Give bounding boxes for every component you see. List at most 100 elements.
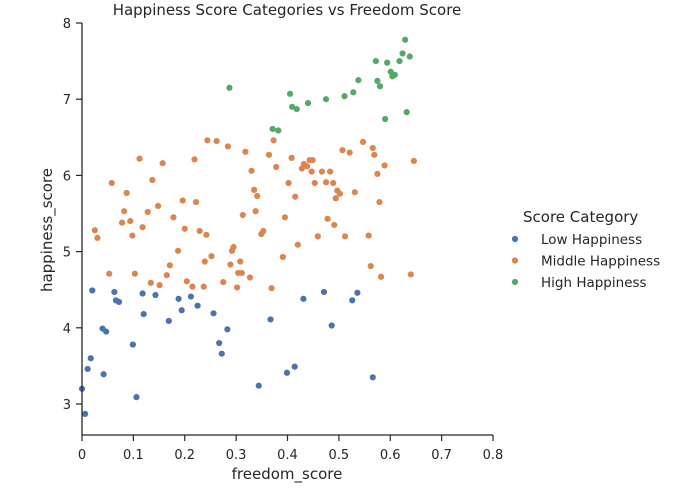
legend-marker-high-happiness <box>511 278 519 286</box>
point-middle-happiness <box>374 170 381 177</box>
point-high-happiness <box>355 77 362 84</box>
point-low-happiness <box>115 298 123 305</box>
point-low-happiness <box>178 307 185 314</box>
point-high-happiness <box>322 96 330 103</box>
point-middle-happiness <box>330 179 337 187</box>
legend-label-low-happiness: Low Happiness <box>541 232 642 248</box>
point-middle-happiness <box>339 147 346 154</box>
point-middle-happiness <box>251 186 258 193</box>
x-ticks: 0 0.1 0.2 0.3 0.4 0.5 0.6 0.7 0.8 <box>78 435 503 463</box>
point-high-happiness <box>402 36 409 43</box>
x-tick-label: 0.2 <box>174 448 195 463</box>
point-low-happiness <box>349 297 356 304</box>
point-low-happiness <box>100 371 107 378</box>
point-middle-happiness <box>147 279 154 286</box>
point-middle-happiness <box>327 168 334 175</box>
point-low-happiness <box>291 363 298 370</box>
point-high-happiness <box>304 99 312 107</box>
point-middle-happiness <box>144 208 151 216</box>
point-low-happiness <box>103 328 110 335</box>
point-middle-happiness <box>127 218 134 225</box>
point-high-happiness <box>403 109 410 116</box>
point-low-happiness <box>216 339 223 347</box>
point-middle-happiness <box>314 233 321 240</box>
point-low-happiness <box>369 374 376 381</box>
point-middle-happiness <box>224 143 232 150</box>
y-tick-label: 5 <box>63 246 71 261</box>
y-tick-label: 7 <box>63 93 71 108</box>
point-high-happiness <box>391 71 398 78</box>
point-high-happiness <box>372 58 379 65</box>
point-high-happiness <box>341 93 348 100</box>
y-tick-label: 8 <box>63 17 71 32</box>
y-tick-label: 6 <box>63 169 71 184</box>
point-low-happiness <box>218 350 225 357</box>
point-middle-happiness <box>154 202 162 209</box>
point-middle-happiness <box>181 225 188 232</box>
point-high-happiness <box>226 84 233 91</box>
point-high-happiness <box>396 58 403 65</box>
point-high-happiness <box>406 53 413 60</box>
point-middle-happiness <box>238 269 245 277</box>
point-low-happiness <box>187 293 195 300</box>
point-middle-happiness <box>407 271 414 278</box>
legend-label-middle-happiness: Middle Happiness <box>541 254 660 270</box>
point-high-happiness <box>382 115 389 123</box>
point-middle-happiness <box>303 163 311 170</box>
point-middle-happiness <box>237 258 244 265</box>
y-ticks: 3 4 5 6 7 8 <box>63 17 82 413</box>
point-middle-happiness <box>239 211 246 219</box>
point-middle-happiness <box>410 157 417 165</box>
point-middle-happiness <box>248 167 255 174</box>
point-low-happiness <box>129 341 136 348</box>
points-layer <box>78 36 417 418</box>
point-middle-happiness <box>270 137 277 144</box>
point-middle-happiness <box>351 189 358 196</box>
point-low-happiness <box>267 316 274 323</box>
x-tick-label: 0.4 <box>277 448 298 463</box>
point-high-happiness <box>275 127 282 134</box>
point-middle-happiness <box>139 224 146 231</box>
point-middle-happiness <box>242 148 249 155</box>
point-low-happiness <box>354 289 361 296</box>
point-middle-happiness <box>311 179 318 187</box>
legend-marker-low-happiness <box>511 235 519 243</box>
point-middle-happiness <box>179 197 186 204</box>
point-middle-happiness <box>94 234 101 241</box>
point-low-happiness <box>210 310 217 317</box>
point-low-happiness <box>300 295 307 302</box>
point-low-happiness <box>87 355 94 362</box>
point-middle-happiness <box>285 179 292 187</box>
point-middle-happiness <box>108 179 115 187</box>
x-tick-label: 0 <box>78 448 86 463</box>
point-middle-happiness <box>192 198 200 206</box>
legend-label-high-happiness: High Happiness <box>541 275 647 291</box>
point-low-happiness <box>84 365 91 373</box>
x-tick-label: 0.5 <box>329 448 350 463</box>
legend-items: Low Happiness Middle Happiness High Happin… <box>511 232 660 291</box>
point-low-happiness <box>224 326 231 333</box>
point-middle-happiness <box>156 282 163 289</box>
x-tick-label: 0.3 <box>226 448 247 463</box>
point-high-happiness <box>269 125 276 133</box>
point-middle-happiness <box>377 273 385 280</box>
point-middle-happiness <box>163 272 170 279</box>
point-low-happiness <box>255 382 262 389</box>
point-middle-happiness <box>183 278 190 285</box>
point-high-happiness <box>384 59 391 66</box>
point-middle-happiness <box>367 262 374 270</box>
point-middle-happiness <box>91 227 98 234</box>
point-low-happiness <box>283 369 291 376</box>
point-middle-happiness <box>227 261 234 268</box>
point-middle-happiness <box>196 227 203 235</box>
point-low-happiness <box>81 410 89 418</box>
point-middle-happiness <box>294 241 301 248</box>
point-middle-happiness <box>170 214 177 221</box>
point-high-happiness <box>286 90 294 97</box>
point-middle-happiness <box>121 208 128 215</box>
point-low-happiness <box>152 291 159 299</box>
legend-title: Score Category <box>523 208 638 226</box>
point-middle-happiness <box>149 176 156 184</box>
point-low-happiness <box>139 290 146 297</box>
